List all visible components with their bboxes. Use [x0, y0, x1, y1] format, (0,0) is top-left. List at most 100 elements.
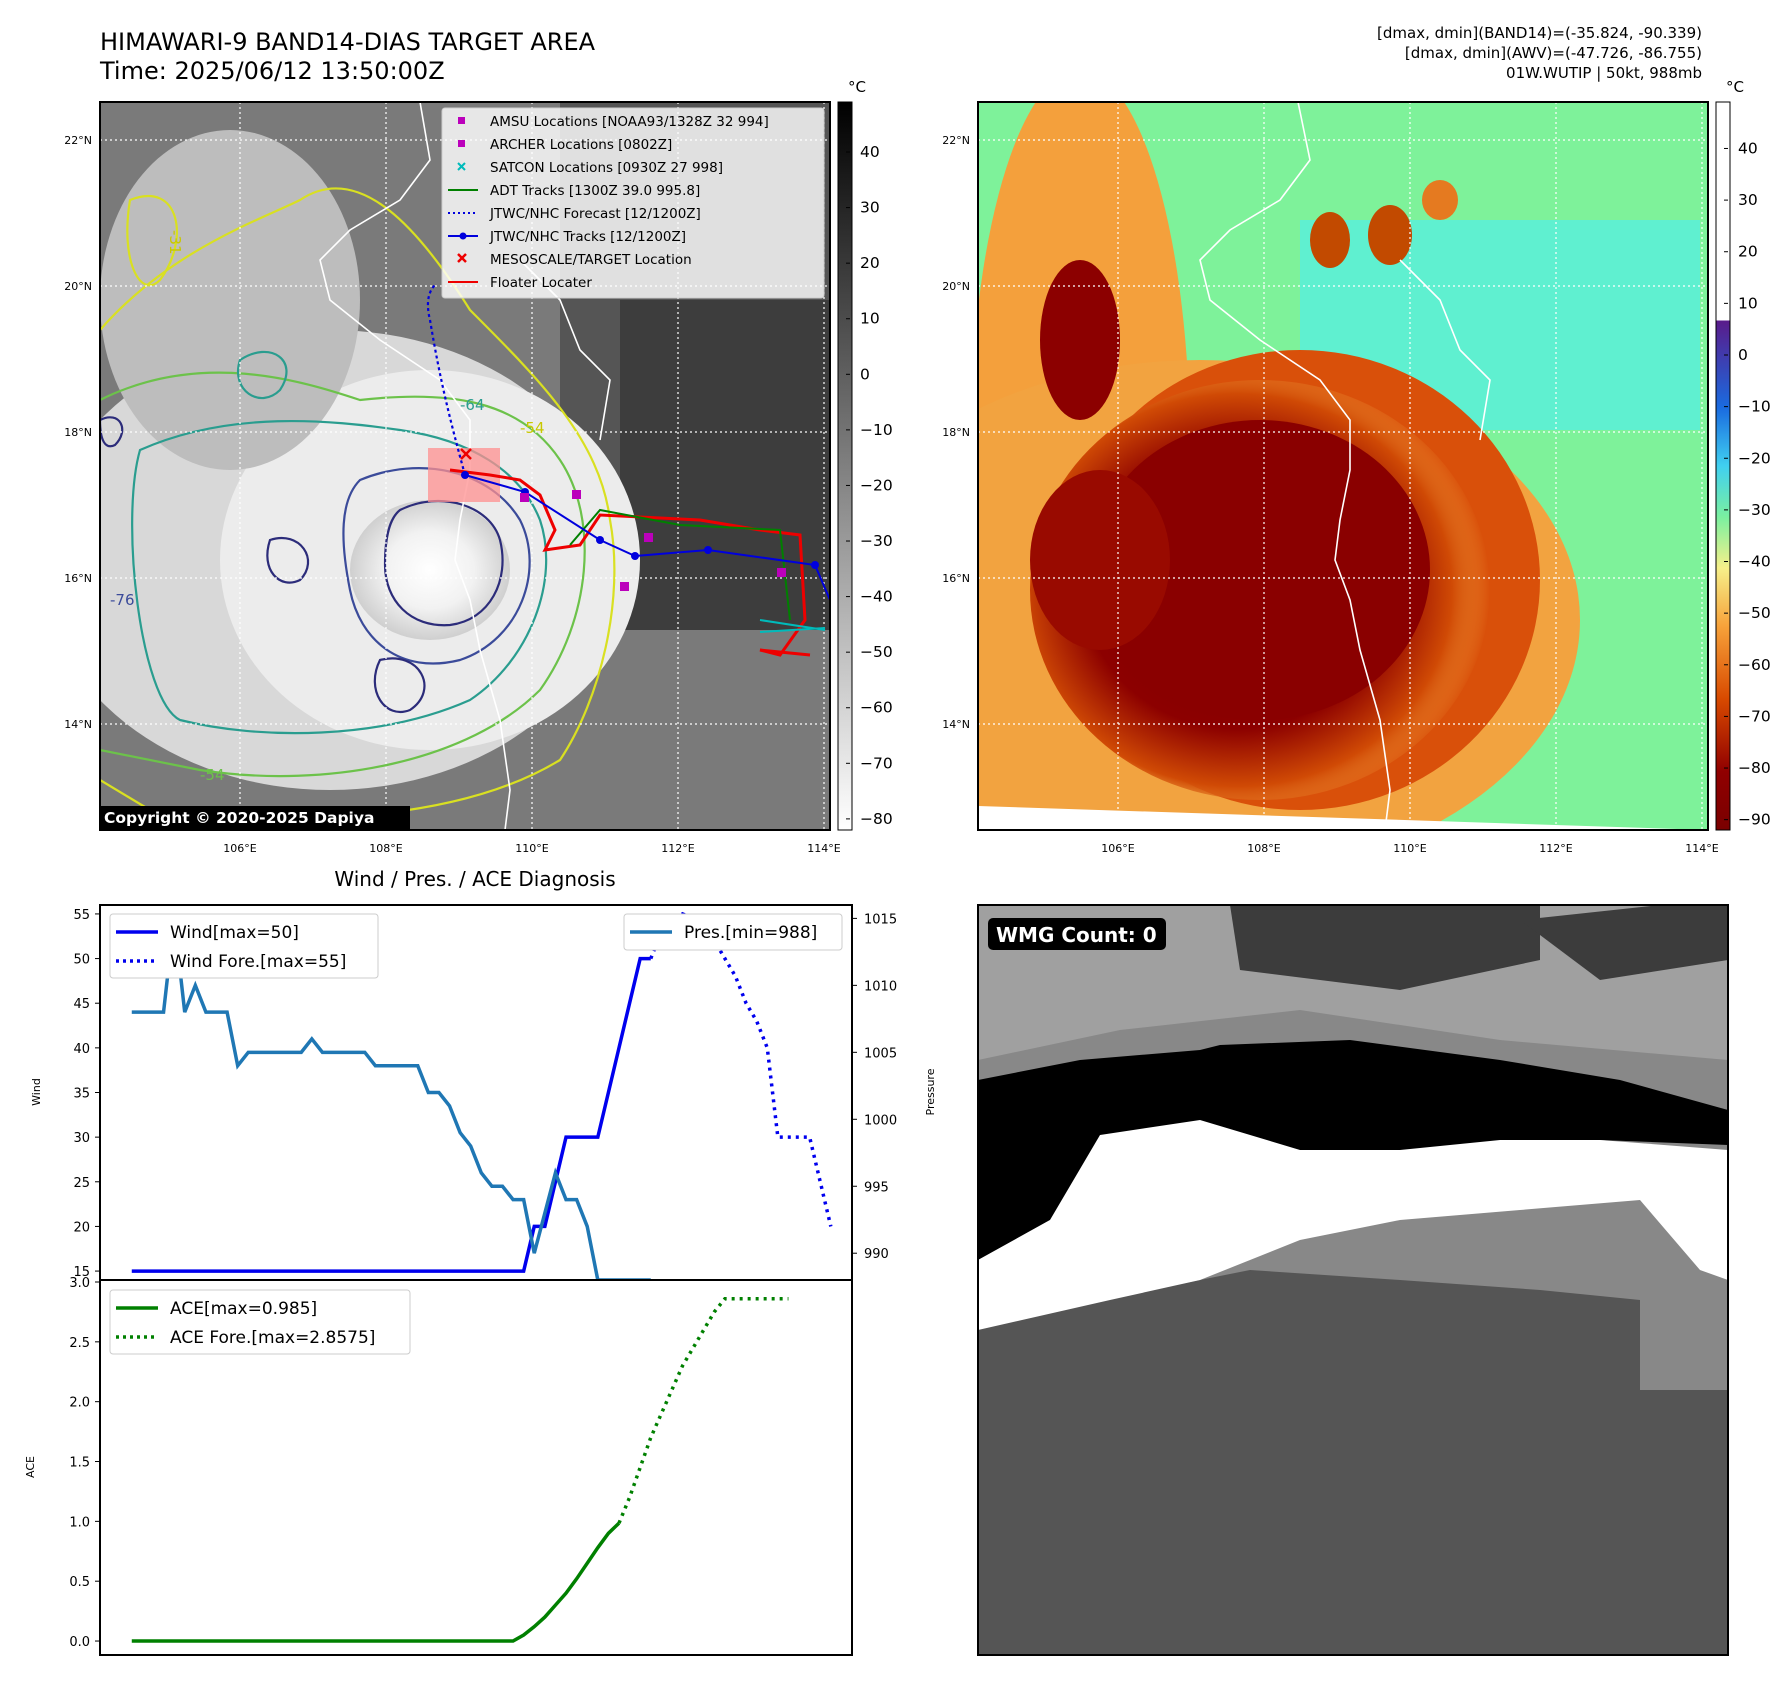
wind-pressure-chart: Wind / Pres. / ACE Diagnosis Wind Pressu…: [30, 867, 937, 1282]
pressure-tick-label: 995: [864, 1180, 889, 1195]
legend-label: ARCHER Locations [0802Z]: [490, 137, 672, 153]
ace-tick-label: 0.0: [69, 1635, 90, 1650]
colorbar-tick-label: −60: [1738, 656, 1771, 674]
legend-label: AMSU Locations [NOAA93/1328Z 32 994]: [490, 114, 769, 130]
copyright-text: Copyright © 2020-2025 Dapiya: [104, 809, 374, 827]
pressure-tick-label: 1015: [864, 912, 897, 927]
colorbar-tick-label: 40: [1738, 139, 1758, 157]
pressure-tick-label: 990: [864, 1247, 889, 1262]
wind-tick-label: 20: [73, 1220, 90, 1235]
lat-tick: 14°N: [64, 718, 92, 731]
lat-tick: 22°N: [942, 134, 970, 147]
lon-tick: 110°E: [515, 842, 548, 855]
lat-tick: 16°N: [64, 572, 92, 585]
colorbar-tick-label: 30: [1738, 191, 1758, 209]
wind-tick-label: 30: [73, 1131, 90, 1146]
colorbar-tick-label: −30: [1738, 501, 1771, 519]
ace-tick-label: 3.0: [69, 1276, 90, 1291]
legend-label: Wind[max=50]: [170, 923, 299, 943]
legend-label: Pres.[min=988]: [684, 923, 817, 943]
colorbar-tick-label: 30: [860, 199, 880, 217]
lon-tick: 114°E: [1685, 842, 1718, 855]
lat-tick: 20°N: [64, 280, 92, 293]
contour-label: -31: [166, 230, 184, 255]
colorbar-unit: °C: [848, 78, 866, 96]
ace-tick-label: 1.0: [69, 1515, 90, 1530]
map-legend: AMSU Locations [NOAA93/1328Z 32 994] ARC…: [441, 107, 825, 299]
pressure-legend: Pres.[min=988]: [623, 913, 843, 951]
legend-label: JTWC/NHC Forecast [12/1200Z]: [489, 206, 701, 222]
wind-legend: Wind[max=50] Wind Fore.[max=55]: [109, 913, 379, 979]
colorbar-tick-label: −50: [1738, 604, 1771, 622]
colorbar-tick-label: −10: [1738, 398, 1771, 416]
wind-tick-label: 25: [73, 1176, 90, 1191]
colorbar-tick-label: 0: [860, 365, 870, 383]
legend-label: ACE Fore.[max=2.8575]: [170, 1328, 375, 1348]
ace-tick-label: 1.5: [69, 1456, 90, 1471]
legend-label: SATCON Locations [0930Z 27 998]: [490, 160, 723, 176]
colorbar-tick-label: −40: [860, 588, 893, 606]
awv-range-text: [dmax, dmin](AWV)=(-47.726, -86.755): [1405, 44, 1702, 62]
ace-legend: ACE[max=0.985] ACE Fore.[max=2.8575]: [109, 1289, 411, 1355]
lon-tick: 106°E: [223, 842, 256, 855]
colorbar-tick-label: 10: [860, 310, 880, 328]
colorbar-tick-label: −20: [1738, 449, 1771, 467]
wind-tick-label: 35: [73, 1087, 90, 1102]
wind-tick-label: 50: [73, 953, 90, 968]
legend-label: ACE[max=0.985]: [170, 1299, 317, 1319]
series-line-ace: [131, 1521, 621, 1643]
ace-tick-label: 2.5: [69, 1336, 90, 1351]
chart-title: Wind / Pres. / ACE Diagnosis: [334, 867, 615, 891]
colorbar-tick-label: 0: [1738, 346, 1748, 364]
lon-tick: 112°E: [661, 842, 694, 855]
legend-label: MESOSCALE/TARGET Location: [490, 252, 692, 268]
colorbar-tick-label: 20: [860, 254, 880, 272]
contour-label: -76: [110, 591, 135, 609]
wmg-count-label: WMG Count: 0: [996, 923, 1157, 947]
ir-grayscale-map: -31 -54 -64 -76 -54 AMSU Locations [NOAA…: [64, 101, 841, 855]
series-line-pressure: [131, 918, 651, 1282]
wind-tick-label: 40: [73, 1042, 90, 1057]
storm-info-text: 01W.WUTIP | 50kt, 988mb: [1506, 64, 1702, 82]
colorbar-tick-label: 10: [1738, 294, 1758, 312]
lat-tick: 16°N: [942, 572, 970, 585]
wmg-panel: WMG Count: 0: [977, 904, 1729, 1656]
contour-label: -64: [460, 396, 485, 414]
lon-tick: 112°E: [1539, 842, 1572, 855]
colorbar-tick-label: 40: [860, 143, 880, 161]
colorbar-tick-label: −80: [860, 810, 893, 828]
colorbar-tick-label: 20: [1738, 243, 1758, 261]
colorbar-tick-label: −70: [1738, 707, 1771, 725]
pressure-tick-label: 1010: [864, 979, 897, 994]
lat-tick: 14°N: [942, 718, 970, 731]
lon-tick: 106°E: [1101, 842, 1134, 855]
legend-label: JTWC/NHC Tracks [12/1200Z]: [489, 229, 686, 245]
ace-axis-label: ACE: [24, 1456, 37, 1478]
colorbar-tick-label: −70: [860, 754, 893, 772]
figure-title: HIMAWARI-9 BAND14-DIAS TARGET AREA: [100, 28, 596, 56]
colorbar-tick-label: −50: [860, 643, 893, 661]
ace-tick-label: 0.5: [69, 1575, 90, 1590]
lon-tick: 110°E: [1393, 842, 1426, 855]
lon-tick: 108°E: [1247, 842, 1280, 855]
colorbar-tick-label: −80: [1738, 759, 1771, 777]
colorbar-tick-label: −10: [860, 421, 893, 439]
colorbar-tick-label: −40: [1738, 553, 1771, 571]
ir-color-map: 22°N 20°N 18°N 16°N 14°N 106°E 108°E 110…: [942, 101, 1719, 855]
lat-tick: 18°N: [942, 426, 970, 439]
wind-tick-label: 55: [73, 908, 90, 923]
figure-time: Time: 2025/06/12 13:50:00Z: [99, 57, 445, 85]
lat-tick: 18°N: [64, 426, 92, 439]
series-line-ace-forecast: [617, 1297, 789, 1524]
colorbar-tick-label: −30: [860, 532, 893, 550]
lon-tick: 108°E: [369, 842, 402, 855]
grayscale-colorbar: °C 40 30 20 10 0 −10 −20 −30 −40 −50 −60 −70 −80: [837, 78, 893, 831]
legend-label: Wind Fore.[max=55]: [170, 952, 346, 972]
series-line-wind-forecast: [649, 911, 833, 1227]
legend-label: Floater Locater: [490, 275, 592, 291]
colorbar-unit: °C: [1726, 78, 1744, 96]
colorbar-tick-label: −20: [860, 476, 893, 494]
ace-chart: ACE 0.0 0.5 1.0 1.5 2.0 2.5 3.0 ACE[max=0.985]…: [24, 1276, 853, 1656]
wind-axis-label: Wind: [30, 1078, 43, 1106]
